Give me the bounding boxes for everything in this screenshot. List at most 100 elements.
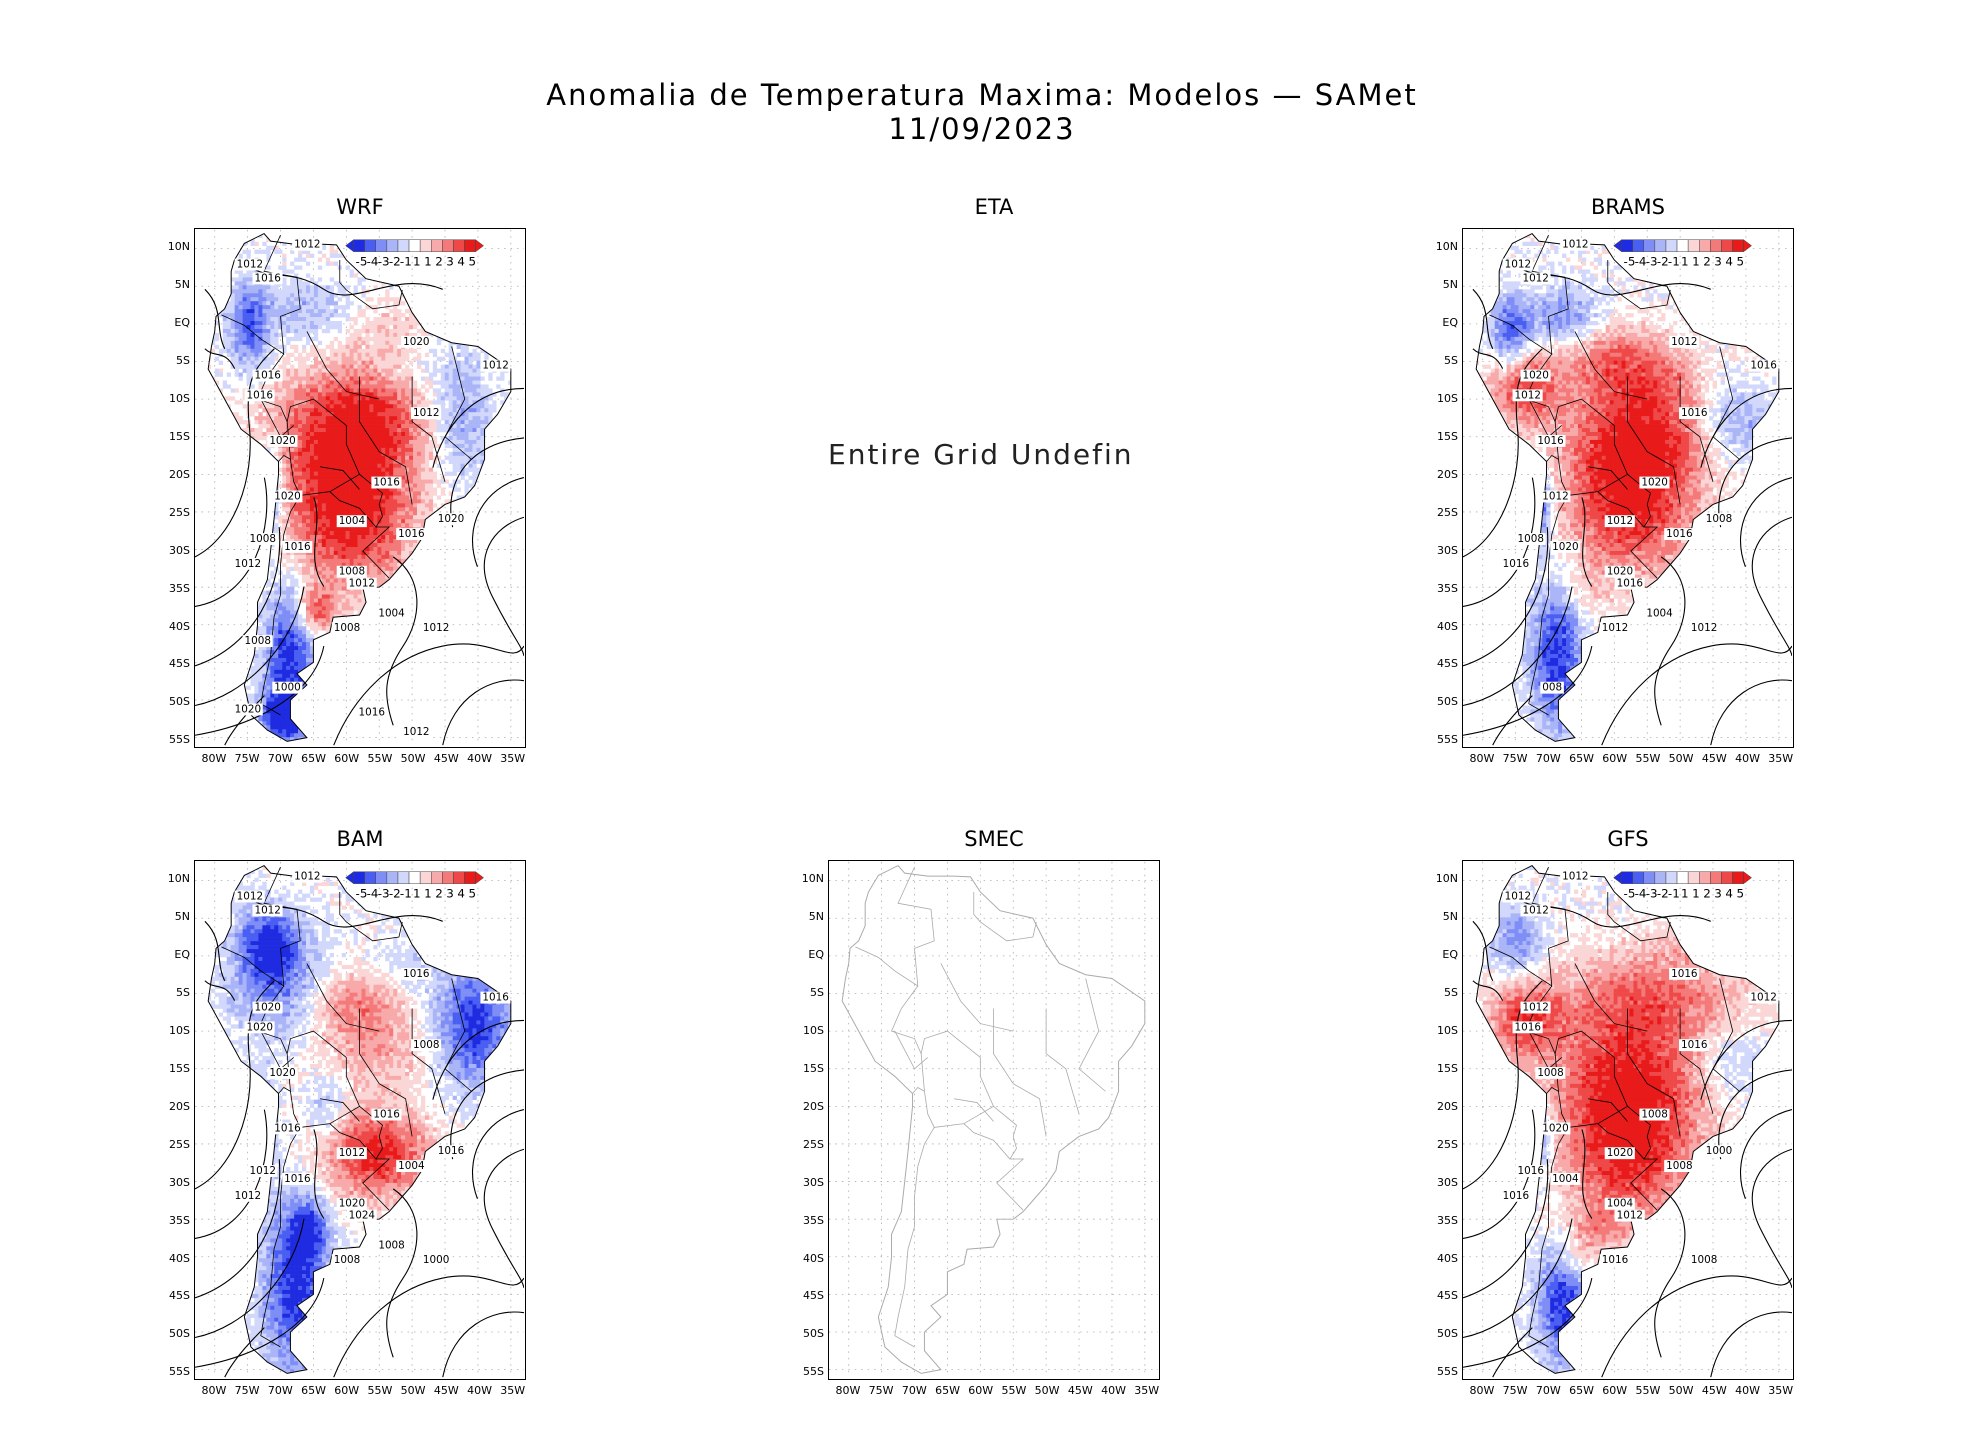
isobar-line xyxy=(1581,497,1593,587)
x-tick-label: 70W xyxy=(262,1384,298,1397)
isobar-line xyxy=(1463,348,1543,558)
x-tick-label: 60W xyxy=(1597,752,1633,765)
y-tick-label: 45S xyxy=(790,1289,824,1302)
isobar-label: 1012 xyxy=(1562,239,1588,251)
isobar-line xyxy=(333,643,524,746)
isobar-line xyxy=(195,1218,305,1339)
isobar-line xyxy=(204,920,226,982)
isobar-line xyxy=(1601,1275,1792,1378)
isobar-label: 1016 xyxy=(284,541,310,553)
isobar-label: 1012 xyxy=(482,360,508,372)
coastline xyxy=(1475,865,1780,1374)
y-tick-label: 50S xyxy=(156,1327,190,1340)
isobar-label: 1008 xyxy=(378,1239,404,1251)
colorbar-label: 1 xyxy=(1681,255,1689,269)
country-borders xyxy=(1489,234,1740,716)
colorbar-label: ‐1 xyxy=(1668,255,1680,269)
isobar-label: 1016 xyxy=(254,272,280,284)
gfs-map-panel: 1012 1012 1012 1012 1016 1012 1016 1016 1008 1020… xyxy=(1462,860,1794,1380)
brams-colorbar: ‐5 ‐4 ‐3 ‐2 ‐1 1 1 2 3 4 5 xyxy=(1613,239,1752,269)
y-tick-label: 5S xyxy=(156,986,190,999)
colorbar-label: ‐5 xyxy=(356,255,368,269)
colorbar-swatch xyxy=(1632,239,1644,252)
colorbar-swatch xyxy=(1632,871,1644,884)
isobar-line xyxy=(1463,1277,1593,1368)
isobar-label: 1012 xyxy=(349,578,375,590)
isobar-label: 1016 xyxy=(1750,360,1776,372)
x-tick-label: 35W xyxy=(1129,1384,1165,1397)
isobar-line xyxy=(195,1277,325,1368)
y-tick-label: 35S xyxy=(1424,1214,1458,1227)
x-tick-label: 55W xyxy=(1630,1384,1666,1397)
y-tick-label: 55S xyxy=(790,1365,824,1378)
isobar-label: 1020 xyxy=(274,490,300,502)
isobar-line xyxy=(1581,1129,1593,1219)
x-tick-label: 60W xyxy=(329,752,365,765)
isobar-label: 1008 xyxy=(1691,1254,1717,1266)
colorbar-swatch xyxy=(1654,239,1667,252)
wrf-isobar-labels: 1012101210161012102010161016101210201020… xyxy=(232,239,511,738)
colorbar-swatch xyxy=(397,239,410,252)
x-tick-label: 45W xyxy=(1696,752,1732,765)
isobar-label: 1008 xyxy=(334,622,360,634)
colorbar-swatch xyxy=(353,871,365,884)
isobar-label: 1012 xyxy=(1515,389,1541,401)
isobar-line xyxy=(483,516,524,657)
isobar-line xyxy=(195,527,281,667)
country-borders xyxy=(221,234,472,716)
colorbar-label: ‐4 xyxy=(367,255,379,269)
x-tick-label: 35W xyxy=(1763,752,1799,765)
isobar-label: 1012 xyxy=(339,1147,365,1159)
x-tick-label: 50W xyxy=(395,752,431,765)
x-tick-label: 40W xyxy=(462,1384,498,1397)
y-tick-label: 10N xyxy=(1424,240,1458,253)
x-tick-label: 35W xyxy=(1763,1384,1799,1397)
colorbar-swatch xyxy=(375,239,388,252)
isobar-label: 1008 xyxy=(1641,1109,1667,1121)
isobar-line xyxy=(195,980,275,1190)
colorbar-label: 1 xyxy=(424,255,432,269)
y-tick-label: 25S xyxy=(790,1138,824,1151)
y-tick-label: 45S xyxy=(156,1289,190,1302)
isobar-line xyxy=(450,1069,524,1160)
colorbar-label: ‐4 xyxy=(1635,255,1647,269)
isobar-line xyxy=(1472,980,1504,1001)
isobar-label: 1012 xyxy=(1617,1210,1643,1222)
isobar-line xyxy=(1654,556,1686,726)
colorbar-label: 1 xyxy=(1692,255,1700,269)
isobar-line xyxy=(1463,527,1549,667)
isobar-line xyxy=(1463,477,1536,607)
isobar-label: 1000 xyxy=(1706,1145,1732,1157)
isobar-line xyxy=(1740,1109,1792,1199)
y-tick-label: 45S xyxy=(1424,1289,1458,1302)
x-tick-label: 35W xyxy=(495,1384,531,1397)
y-tick-label: 35S xyxy=(1424,582,1458,595)
isobar-label: 1020 xyxy=(269,435,295,447)
colorbar-label: 1 xyxy=(1692,887,1700,901)
bam-map: 1012101210121016101610201020100810201016… xyxy=(195,861,524,1378)
y-tick-label: EQ xyxy=(156,316,190,329)
isobar-line xyxy=(1463,1218,1573,1339)
colorbar-label: ‐2 xyxy=(389,255,401,269)
colorbar-label: 1 xyxy=(1681,887,1689,901)
isobar-line xyxy=(386,1188,418,1358)
y-tick-label: 10N xyxy=(156,872,190,885)
colorbar-label: 1 xyxy=(413,255,421,269)
eta-undefined-message: Entire Grid Undefined xyxy=(828,438,1133,471)
isobar-line xyxy=(195,1159,281,1299)
colorbar-label: 1 xyxy=(424,887,432,901)
wrf-panel-title: WRF xyxy=(190,195,530,219)
y-tick-label: 55S xyxy=(156,1365,190,1378)
x-tick-label: 45W xyxy=(428,1384,464,1397)
colorbar-swatch xyxy=(1665,871,1678,884)
isobar-label: 1020 xyxy=(1607,566,1633,578)
colorbar-swatch xyxy=(1698,239,1711,252)
isobar-label: 1016 xyxy=(1515,1021,1541,1033)
x-tick-label: 50W xyxy=(1663,752,1699,765)
gfs-panel-title: GFS xyxy=(1458,827,1798,851)
isobar-label: 1000 xyxy=(423,1254,449,1266)
brams-map-panel: 1012 1012 1012 1016 1012 1020 1012 1016 1016 1012… xyxy=(1462,228,1794,748)
isobar-label: 1004 xyxy=(1607,1198,1634,1210)
colorbar-swatch xyxy=(397,871,410,884)
colorbar-swatch xyxy=(1710,871,1722,884)
